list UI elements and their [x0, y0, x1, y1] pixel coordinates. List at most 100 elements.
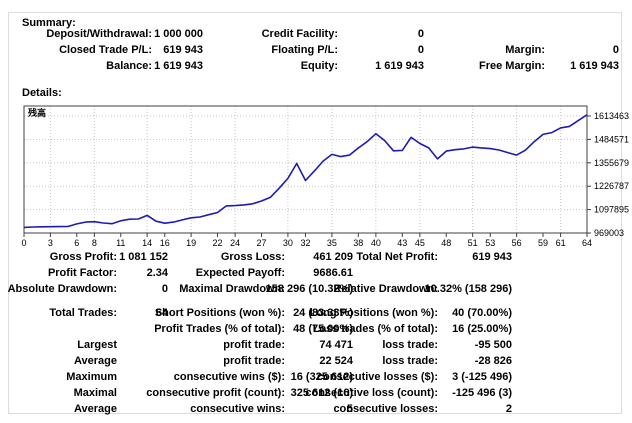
summary-section-title: Summary:	[22, 17, 76, 29]
x-axis-tick-label: 59	[538, 238, 548, 248]
summary-value: 1 619 943	[375, 60, 424, 72]
stat-label: consecutive losses:	[333, 403, 438, 415]
stat-value: -125 496 (3)	[452, 387, 512, 399]
summary-label: Free Margin:	[478, 60, 545, 72]
summary-label: Deposit/Withdrawal:	[46, 28, 152, 40]
stat-label: consecutive wins:	[190, 403, 285, 415]
x-axis-tick-label: 32	[300, 238, 310, 248]
stat-label: Maximal	[73, 387, 117, 399]
summary-label: Floating P/L:	[271, 44, 338, 56]
stat-value: 461 209	[313, 251, 353, 263]
stat-value: -28 826	[474, 355, 512, 367]
stat-value: 5	[346, 403, 353, 415]
stat-label: loss trade:	[382, 339, 438, 351]
stat-value: 74 471	[319, 339, 353, 351]
stat-label: Maximal Drawdown:	[179, 283, 285, 295]
summary-label: Closed Trade P/L:	[59, 44, 152, 56]
summary-value: 0	[417, 28, 424, 40]
x-axis-tick-label: 0	[21, 238, 26, 248]
summary-value: 1 619 943	[570, 60, 619, 72]
summary-value: 1 000 000	[154, 28, 203, 40]
y-axis-tick-label: 1484571	[594, 134, 629, 144]
stat-label: Profit Factor:	[47, 267, 117, 279]
y-axis-tick-label: 1613463	[594, 111, 629, 121]
stat-label: consecutive loss (count):	[305, 387, 438, 399]
x-axis-tick-label: 53	[485, 238, 495, 248]
stat-value: 3 (-125 496)	[452, 371, 512, 383]
x-axis-tick-label: 43	[397, 238, 407, 248]
stat-label: Gross Loss:	[220, 251, 285, 263]
stat-label: profit trade:	[223, 355, 285, 367]
stat-label: Average	[73, 403, 117, 415]
chart-frame	[23, 105, 588, 234]
x-axis-tick-label: 8	[92, 238, 97, 248]
summary-label: Equity:	[300, 60, 338, 72]
x-axis-tick-label: 6	[74, 238, 79, 248]
stat-label: consecutive wins ($):	[173, 371, 285, 383]
stat-value: 158 296 (10.32%)	[265, 283, 353, 295]
summary-value: 619 943	[163, 44, 203, 56]
y-axis-tick-label: 969003	[594, 228, 624, 238]
stat-value: 10.32% (158 296)	[424, 283, 512, 295]
x-axis-tick-label: 16	[160, 238, 170, 248]
stat-value: 48 (75.00%)	[293, 323, 353, 335]
stat-value: 16 (25.00%)	[452, 323, 512, 335]
stat-label: Total Trades:	[49, 307, 117, 319]
stat-value: 16 (325 612)	[290, 371, 353, 383]
details-section-title: Details:	[22, 87, 62, 99]
balance-chart-svg: 969003 1097895 1226787 1355679 1484571 161346…	[21, 105, 629, 248]
x-axis-tick-label: 22	[213, 238, 223, 248]
balance-chart: 969003 1097895 1226787 1355679 1484571 161346…	[20, 98, 632, 248]
stat-value: 619 943	[472, 251, 512, 263]
stat-value: 40 (70.00%)	[452, 307, 512, 319]
x-axis-tick-label: 40	[371, 238, 381, 248]
stat-label: Average	[73, 355, 117, 367]
stat-value: 22 524	[319, 355, 353, 367]
stat-label: Expected Payoff:	[195, 267, 285, 279]
x-axis-tick-label: 19	[186, 238, 196, 248]
x-axis-tick-label: 35	[327, 238, 337, 248]
x-axis-tick-label: 27	[257, 238, 267, 248]
stat-label: profit trade:	[223, 339, 285, 351]
x-axis-tick-label: 38	[353, 238, 363, 248]
stat-label: Long Positions (won %):	[309, 307, 438, 319]
summary-value: 0	[612, 44, 619, 56]
x-axis-tick-label: 30	[283, 238, 293, 248]
y-axis-tick-label: 1226787	[594, 181, 629, 191]
stat-label: loss trade:	[382, 355, 438, 367]
stat-value: 1 081 152	[119, 251, 168, 263]
stat-label: Absolute Drawdown:	[7, 283, 117, 295]
stat-value: 24 (83.33%)	[293, 307, 353, 319]
chart-series-label: 残高	[28, 107, 46, 118]
x-axis-tick-label: 45	[415, 238, 425, 248]
stat-label: Total Net Profit:	[356, 251, 438, 263]
x-axis-tick-label: 48	[441, 238, 451, 248]
stat-value: 64	[155, 307, 168, 319]
x-axis-tick-label: 14	[142, 238, 152, 248]
stat-label: Maximum	[66, 371, 117, 383]
stat-value: 0	[161, 283, 168, 295]
stat-value: 325 612 (16)	[290, 387, 353, 399]
stat-label: Short Positions (won %):	[154, 307, 285, 319]
y-axis-tick-label: 1097895	[594, 205, 629, 215]
summary-label: Balance:	[106, 60, 152, 72]
x-axis-tick-label: 24	[230, 238, 240, 248]
stat-label: Profit Trades (% of total):	[154, 323, 285, 335]
stat-label: consecutive profit (count):	[146, 387, 285, 399]
stat-label: Gross Profit:	[49, 251, 117, 263]
summary-value: 1 619 943	[154, 60, 203, 72]
stat-value: 2.34	[146, 267, 168, 279]
balance-line-series	[23, 114, 588, 229]
x-axis-tick-label: 11	[116, 238, 125, 248]
stat-label: Relative Drawdown:	[333, 283, 438, 295]
stat-label: Loss trades (% of total):	[312, 323, 438, 335]
stat-label: Largest	[77, 339, 117, 351]
x-axis-tick-label: 56	[512, 238, 522, 248]
x-axis-tick-label: 61	[556, 238, 566, 248]
x-axis-tick-label: 64	[582, 238, 592, 248]
x-axis-tick-label: 51	[468, 238, 478, 248]
stat-value: 9686.61	[313, 267, 353, 279]
stat-label: consecutive losses ($):	[316, 371, 438, 383]
summary-label: Credit Facility:	[261, 28, 338, 40]
